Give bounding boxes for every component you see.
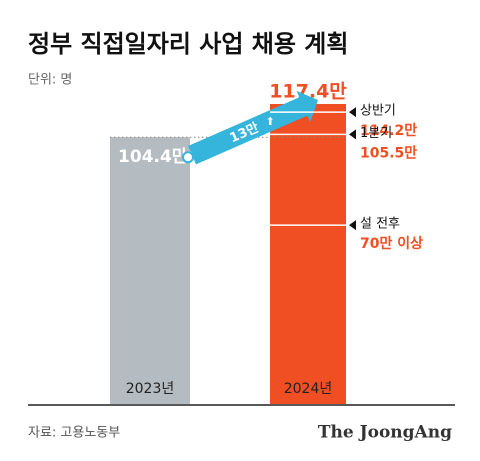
bar bbox=[270, 104, 346, 404]
value-label: 104.4만 bbox=[118, 147, 188, 167]
marker-label: 105.5만 bbox=[360, 145, 417, 161]
logo: The JoongAng bbox=[318, 423, 452, 443]
marker-name: 1분기 bbox=[360, 126, 392, 141]
marker-pointer bbox=[349, 107, 356, 118]
source: 자료: 고용노동부 bbox=[28, 426, 120, 441]
arrow-body bbox=[187, 90, 318, 165]
marker-label: 70만 이상 bbox=[360, 235, 423, 252]
bar bbox=[110, 137, 190, 404]
increase-icon: ⬆ bbox=[265, 115, 274, 128]
marker-pointer bbox=[349, 129, 356, 140]
chart-title: 정부 직접일자리 사업 채용 계획 bbox=[28, 30, 348, 58]
marker-pointer bbox=[349, 220, 356, 231]
marker-name: 설 전후 bbox=[360, 217, 400, 232]
category-label: 2024년 bbox=[284, 381, 333, 397]
unit-label: 단위: 명 bbox=[28, 73, 72, 88]
category-label: 2023년 bbox=[126, 381, 175, 397]
value-label: 117.4만 bbox=[269, 81, 347, 103]
marker-name: 상반기 bbox=[360, 104, 396, 119]
marker-label: 114.2만 bbox=[360, 123, 417, 139]
